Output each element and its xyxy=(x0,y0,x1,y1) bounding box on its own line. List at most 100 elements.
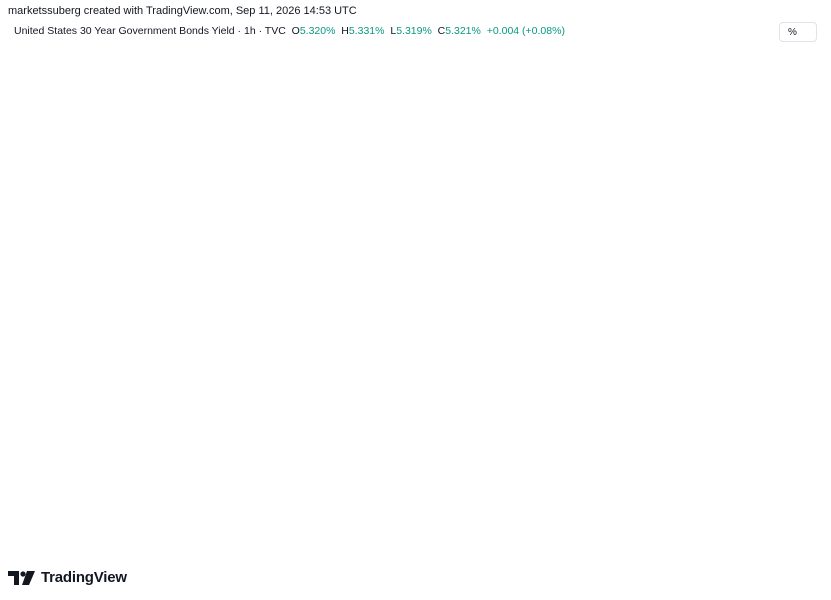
candle-body xyxy=(182,429,186,432)
candle-body xyxy=(245,420,249,447)
tradingview-logo[interactable]: TradingView xyxy=(8,569,127,586)
candle-body xyxy=(623,173,628,181)
candle-body xyxy=(691,184,696,269)
candle-body xyxy=(101,399,106,407)
candle-body xyxy=(193,431,198,451)
candle-body xyxy=(451,410,456,417)
candle-body xyxy=(153,412,158,423)
y-tick-label: 5.220% xyxy=(785,479,819,490)
candle-body xyxy=(674,199,679,204)
candle-body xyxy=(411,410,415,430)
candle-body xyxy=(508,341,513,361)
candle-body xyxy=(560,324,564,352)
candle-body xyxy=(279,427,284,430)
x-tick-label: 8 xyxy=(290,542,296,553)
candle-body xyxy=(44,399,49,415)
candle-body xyxy=(520,328,524,338)
candle-body xyxy=(657,180,662,195)
candle-body xyxy=(38,399,43,401)
x-tick-label: 4 xyxy=(170,542,176,553)
candle-body xyxy=(497,314,501,333)
candle-body xyxy=(491,314,496,398)
y-tick-label: 5.200% xyxy=(785,521,819,532)
candle-body xyxy=(290,433,295,438)
symbol-tag-label: US30Y xyxy=(744,268,775,279)
candle-body xyxy=(336,379,341,384)
candle-body xyxy=(176,429,181,432)
symbol-title: United States 30 Year Government Bonds Y… xyxy=(14,25,286,37)
tradingview-logo-icon xyxy=(8,570,35,585)
x-tick-label: 12:00 xyxy=(103,542,128,553)
last-price-tag xyxy=(779,265,823,291)
candle-body xyxy=(204,443,209,455)
candle-body xyxy=(250,429,255,447)
y-tick-label: 5.240% xyxy=(785,437,819,448)
candle-body xyxy=(187,431,192,451)
x-tick-label: 12:00 xyxy=(464,542,489,553)
candle-body xyxy=(107,406,112,426)
candle-body xyxy=(594,224,599,237)
candle-body xyxy=(159,412,163,428)
candle-body xyxy=(239,420,244,426)
x-tick-label: 12:00 xyxy=(704,542,729,553)
brand-name: TradingView xyxy=(41,569,127,586)
candle-body xyxy=(434,412,438,438)
candle-body xyxy=(96,399,100,421)
candle-body xyxy=(606,230,610,241)
candle-body xyxy=(611,188,616,231)
candle-body xyxy=(84,414,89,417)
candle-body xyxy=(136,446,140,463)
candle-body xyxy=(113,425,118,463)
y-tick-label: 5.280% xyxy=(785,354,819,365)
candle-body xyxy=(531,328,536,331)
open-value: 5.320% xyxy=(299,25,336,37)
candle-body xyxy=(199,431,203,444)
candle-body xyxy=(462,412,467,417)
low-label: L xyxy=(390,25,397,37)
candle-body xyxy=(416,410,421,426)
candle-body xyxy=(371,412,375,434)
candle-body xyxy=(330,379,335,388)
candle-body xyxy=(474,416,479,419)
candle-body xyxy=(399,420,404,426)
candle-body xyxy=(325,387,330,396)
candle-body xyxy=(640,153,645,158)
y-tick-label: 5.420% xyxy=(785,61,819,72)
candle-body xyxy=(210,446,215,455)
candle-body xyxy=(319,395,324,405)
candle-body xyxy=(703,272,708,275)
candle-body xyxy=(646,155,650,158)
candle-body xyxy=(669,190,673,200)
x-tick-label: 12:00 xyxy=(229,542,254,553)
candle-body xyxy=(382,391,387,417)
y-tick-label: 5.400% xyxy=(785,102,819,113)
candle-body xyxy=(313,404,318,451)
x-tick-label: 12:00 xyxy=(343,542,368,553)
candle-body xyxy=(359,425,364,484)
candle-body xyxy=(233,425,238,438)
change-value: +0.004 (+0.08%) xyxy=(486,25,565,37)
percent-scale-button[interactable]: % xyxy=(779,22,817,42)
candle-body xyxy=(285,427,289,434)
candle-body xyxy=(680,203,685,208)
candle-body xyxy=(502,332,507,361)
candle-body xyxy=(479,416,484,430)
candle-body xyxy=(267,425,272,438)
x-tick-label: 9 xyxy=(410,542,416,553)
y-tick-label: 5.300% xyxy=(785,312,819,323)
lightning-bolt xyxy=(724,520,730,530)
candle-body xyxy=(118,435,123,463)
candle-body xyxy=(55,416,60,423)
candle-body xyxy=(61,420,66,423)
candle-body xyxy=(33,397,37,400)
candle-body xyxy=(308,450,312,452)
close-label: C xyxy=(437,25,446,37)
low-value: 5.319% xyxy=(396,25,432,37)
candle-body xyxy=(90,414,95,421)
candle-body xyxy=(588,207,593,225)
candle-body xyxy=(222,429,226,438)
candle-body xyxy=(78,416,83,426)
candle-body xyxy=(583,207,587,277)
candle-body xyxy=(273,425,278,430)
